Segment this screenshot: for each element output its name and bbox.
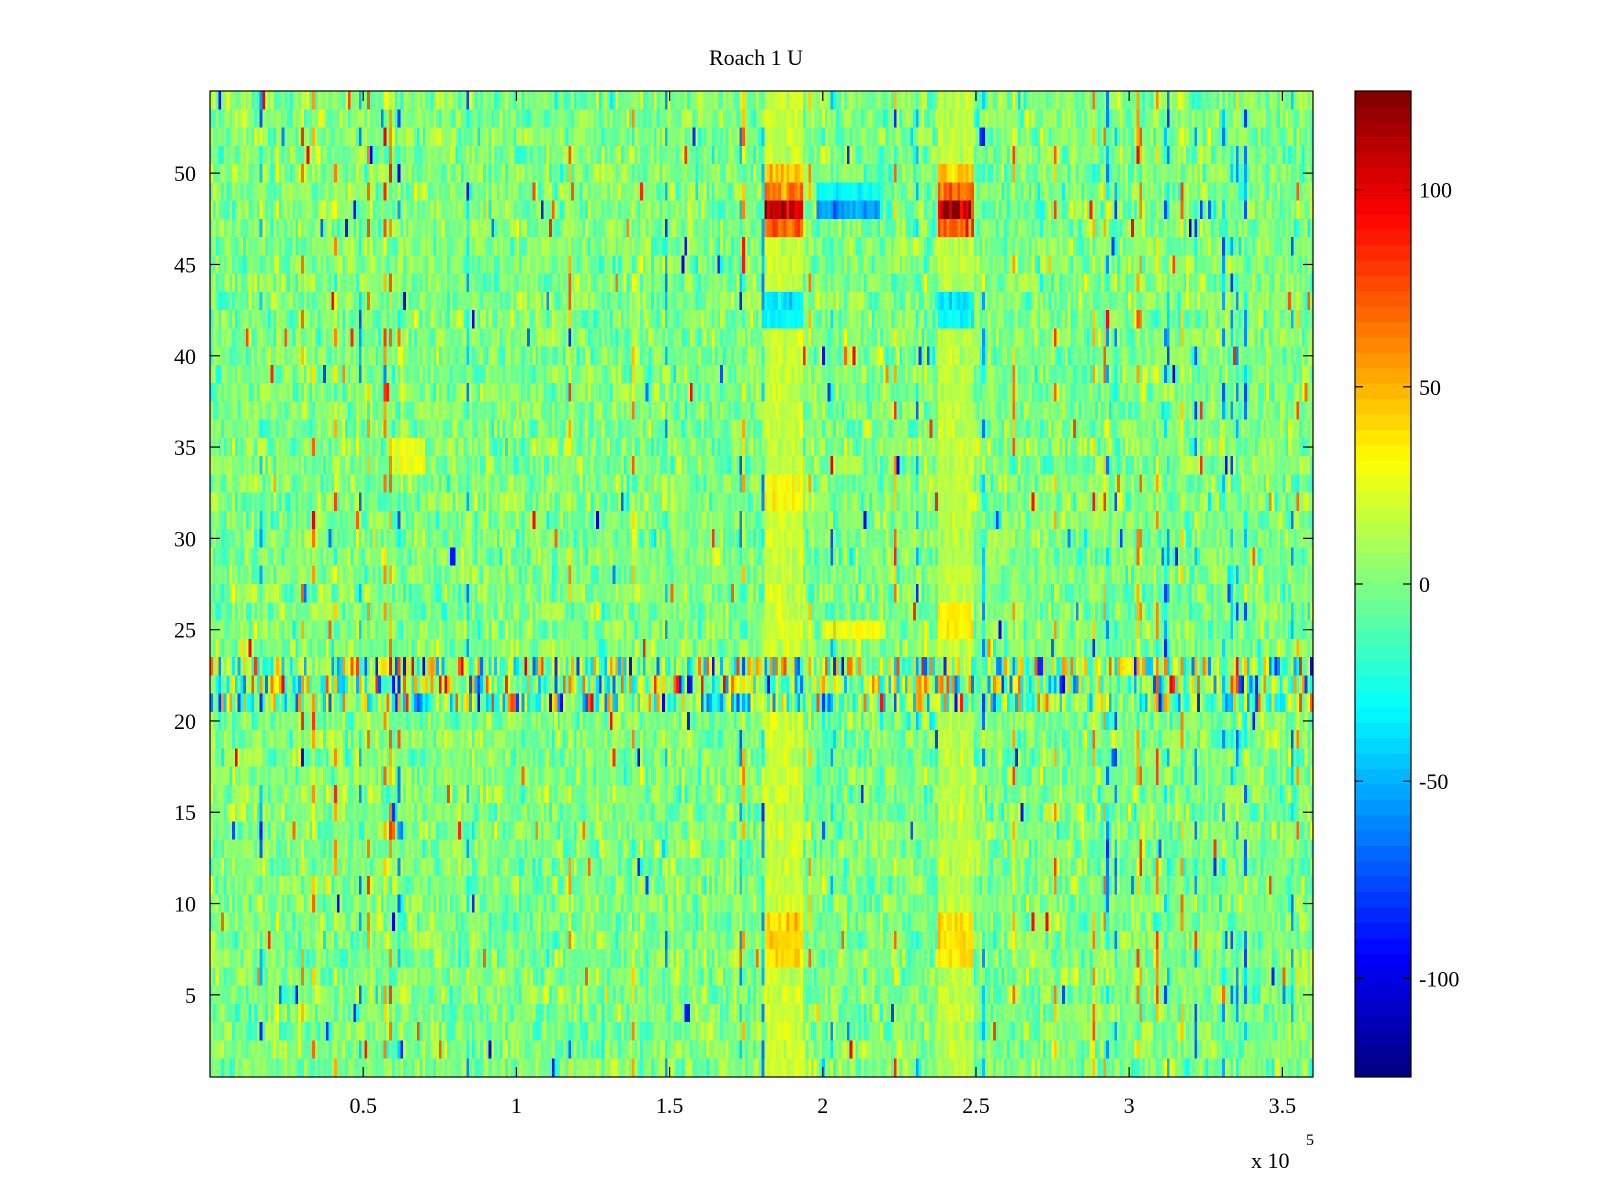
x-tick-label: 3.5 bbox=[1269, 1093, 1297, 1118]
y-tick-label: 50 bbox=[174, 161, 196, 186]
x-tick-label: 0.5 bbox=[349, 1093, 377, 1118]
colorbar-tick-label: 100 bbox=[1419, 178, 1452, 203]
y-tick-label: 30 bbox=[174, 526, 196, 551]
y-tick-label: 25 bbox=[174, 618, 196, 643]
x-tick-label: 3 bbox=[1124, 1093, 1135, 1118]
x-axis: 0.5 1 1.5 2 2.5 3 3.5 bbox=[349, 91, 1296, 1118]
colorbar-axis: 100 50 0 -50 -100 bbox=[1355, 178, 1459, 991]
x-tick-label: 2 bbox=[817, 1093, 828, 1118]
y-tick-label: 40 bbox=[174, 344, 196, 369]
y-tick-label: 5 bbox=[185, 983, 196, 1008]
y-tick-label: 10 bbox=[174, 892, 196, 917]
x-tick-label: 2.5 bbox=[962, 1093, 990, 1118]
colorbar-tick-label: 50 bbox=[1419, 375, 1441, 400]
heatmap-image bbox=[210, 91, 1313, 1077]
y-tick-label: 20 bbox=[174, 709, 196, 734]
colorbar-image bbox=[1355, 91, 1411, 1077]
y-tick-label: 15 bbox=[174, 800, 196, 825]
y-tick-label: 35 bbox=[174, 435, 196, 460]
x-tick-label: 1.5 bbox=[656, 1093, 684, 1118]
plot-frame bbox=[209, 90, 1314, 1078]
x-multiplier-exponent: 5 bbox=[1306, 1132, 1314, 1149]
colorbar-tick-label: 0 bbox=[1419, 572, 1430, 597]
colorbar-tick-label: -100 bbox=[1419, 966, 1459, 991]
y-axis: 5 10 15 20 25 30 35 40 45 50 bbox=[174, 161, 1313, 1008]
x-tick-label: 1 bbox=[511, 1093, 522, 1118]
x-multiplier-label: x 10 bbox=[1251, 1148, 1290, 1173]
colorbar-tick-label: -50 bbox=[1419, 769, 1448, 794]
y-tick-label: 45 bbox=[174, 252, 196, 277]
chart-title: Roach 1 U bbox=[709, 45, 803, 70]
